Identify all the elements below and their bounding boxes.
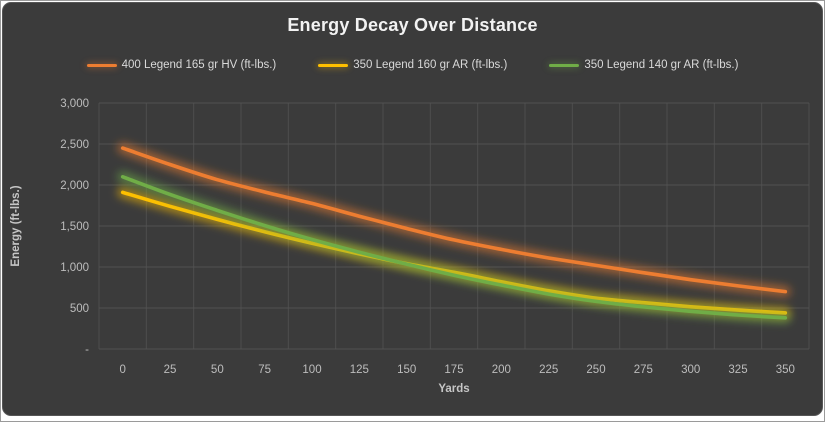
legend: 400 Legend 165 gr HV (ft-lbs.) 350 Legen… xyxy=(1,59,824,71)
x-axis-title: Yards xyxy=(438,383,470,395)
svg-text:3,000: 3,000 xyxy=(60,98,89,110)
svg-text:225: 225 xyxy=(539,364,558,376)
svg-text:50: 50 xyxy=(211,364,224,376)
svg-text:325: 325 xyxy=(728,364,747,376)
gridlines xyxy=(98,102,810,350)
svg-text:25: 25 xyxy=(164,364,177,376)
series-line-0 xyxy=(117,142,791,298)
legend-label: 350 Legend 140 gr AR (ft-lbs.) xyxy=(584,59,739,71)
y-axis-title: Energy (ft-lbs.) xyxy=(10,185,22,267)
legend-label: 400 Legend 165 gr HV (ft-lbs.) xyxy=(121,59,277,71)
svg-text:75: 75 xyxy=(258,364,271,376)
legend-item-350-legend-160: 350 Legend 160 gr AR (ft-lbs.) xyxy=(318,59,507,71)
legend-line-swatch-orange xyxy=(86,63,117,67)
series-line-2 xyxy=(117,171,791,324)
svg-text:300: 300 xyxy=(681,364,700,376)
chart-title: Energy Decay Over Distance xyxy=(287,15,538,35)
y-tick-labels: - 500 1,000 1,500 2,000 2,500 3,000 xyxy=(60,98,89,356)
svg-text:1,500: 1,500 xyxy=(60,221,89,233)
legend-line-swatch-yellow xyxy=(318,63,349,67)
svg-text:100: 100 xyxy=(302,364,321,376)
legend-item-400-legend-165: 400 Legend 165 gr HV (ft-lbs.) xyxy=(86,59,277,71)
svg-text:125: 125 xyxy=(350,364,369,376)
svg-text:-: - xyxy=(85,344,89,356)
x-tick-labels: 0 25 50 75 100 125 150 175 200 225 250 275 300 325 350 xyxy=(119,364,794,376)
legend-line-swatch-green xyxy=(549,63,580,67)
svg-text:350: 350 xyxy=(776,364,795,376)
svg-text:2,000: 2,000 xyxy=(60,180,89,192)
svg-text:175: 175 xyxy=(444,364,463,376)
svg-text:150: 150 xyxy=(397,364,416,376)
legend-label: 350 Legend 160 gr AR (ft-lbs.) xyxy=(353,59,508,71)
svg-text:1,000: 1,000 xyxy=(60,262,89,274)
svg-text:200: 200 xyxy=(492,364,511,376)
chart-frame[interactable] xyxy=(2,2,823,416)
svg-text:500: 500 xyxy=(70,303,89,315)
svg-text:250: 250 xyxy=(586,364,605,376)
svg-text:2,500: 2,500 xyxy=(60,139,89,151)
svg-text:275: 275 xyxy=(634,364,653,376)
svg-text:0: 0 xyxy=(119,364,125,376)
legend-item-350-legend-140: 350 Legend 140 gr AR (ft-lbs.) xyxy=(549,59,738,71)
